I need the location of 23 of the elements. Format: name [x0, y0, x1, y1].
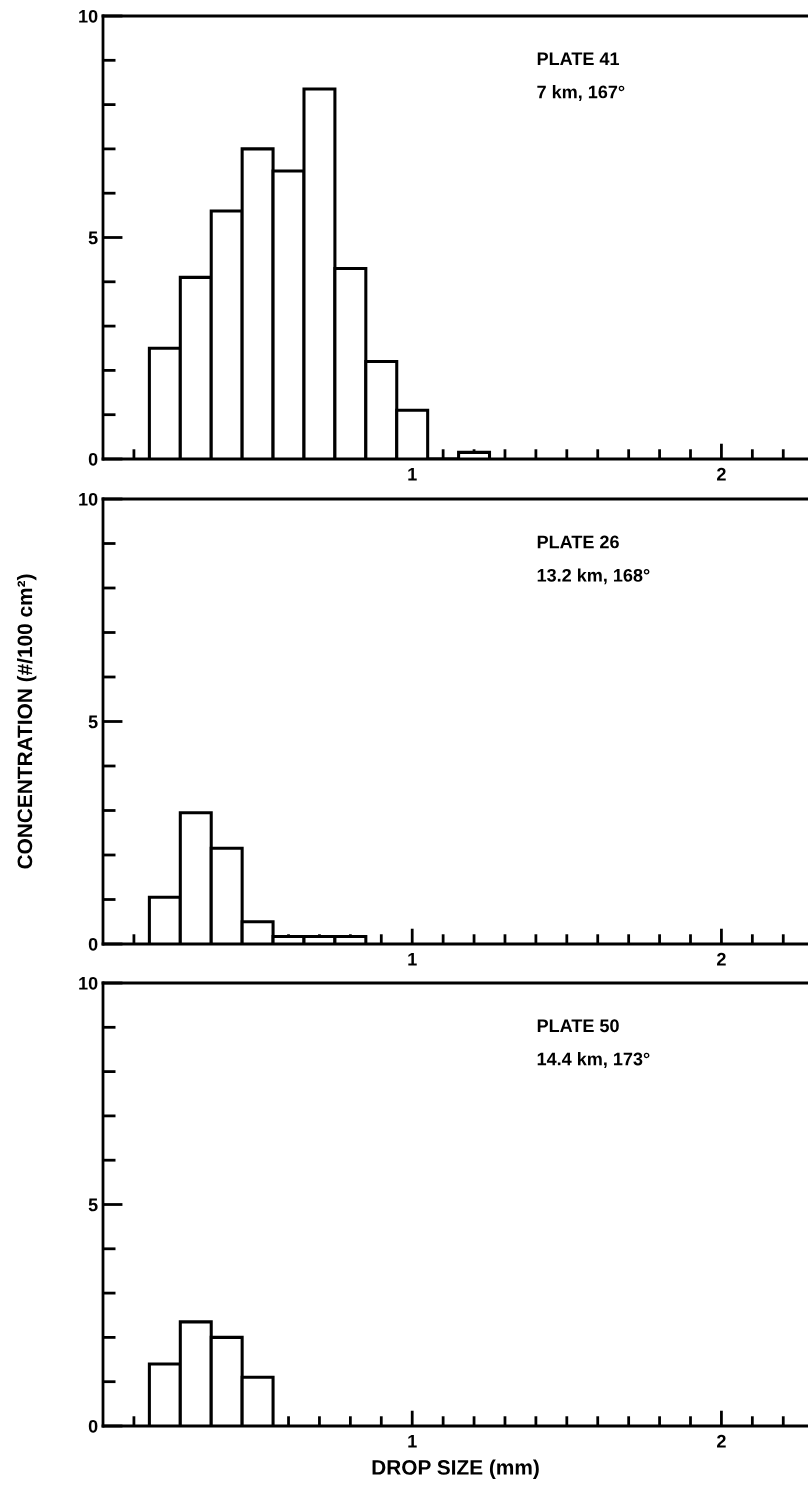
y-tick-label: 5 [88, 715, 98, 729]
x-tick-label: 1 [408, 1435, 417, 1448]
annotation: 7 km, 167° [537, 85, 625, 101]
annotation: PLATE 50 [537, 1019, 619, 1033]
annotation: 14.4 km, 173° [537, 1052, 650, 1068]
y-tick-label: 10 [79, 976, 98, 990]
y-tick-label: 10 [79, 492, 98, 506]
annotation: PLATE 41 [537, 52, 620, 65]
y-axis-title: CONCENTRATION (#/100 cm²) [16, 574, 37, 869]
y-tick-label: 0 [88, 452, 98, 466]
x-tick-label: 1 [408, 953, 417, 966]
annotation: PLATE 26 [537, 535, 619, 549]
x-tick-label: 1 [408, 468, 417, 481]
y-tick-label: 0 [88, 1419, 98, 1433]
annotation: 13.2 km, 168° [537, 568, 650, 585]
y-tick-label: 5 [88, 1198, 98, 1212]
x-tick-label: 2 [717, 952, 726, 966]
x-axis-title: DROP SIZE (mm) [372, 1459, 539, 1479]
y-tick-label: 5 [88, 231, 98, 245]
y-tick-label: 10 [79, 9, 98, 23]
y-tick-label: 0 [88, 937, 98, 951]
x-tick-label: 2 [717, 1434, 726, 1448]
x-tick-label: 2 [717, 467, 726, 481]
